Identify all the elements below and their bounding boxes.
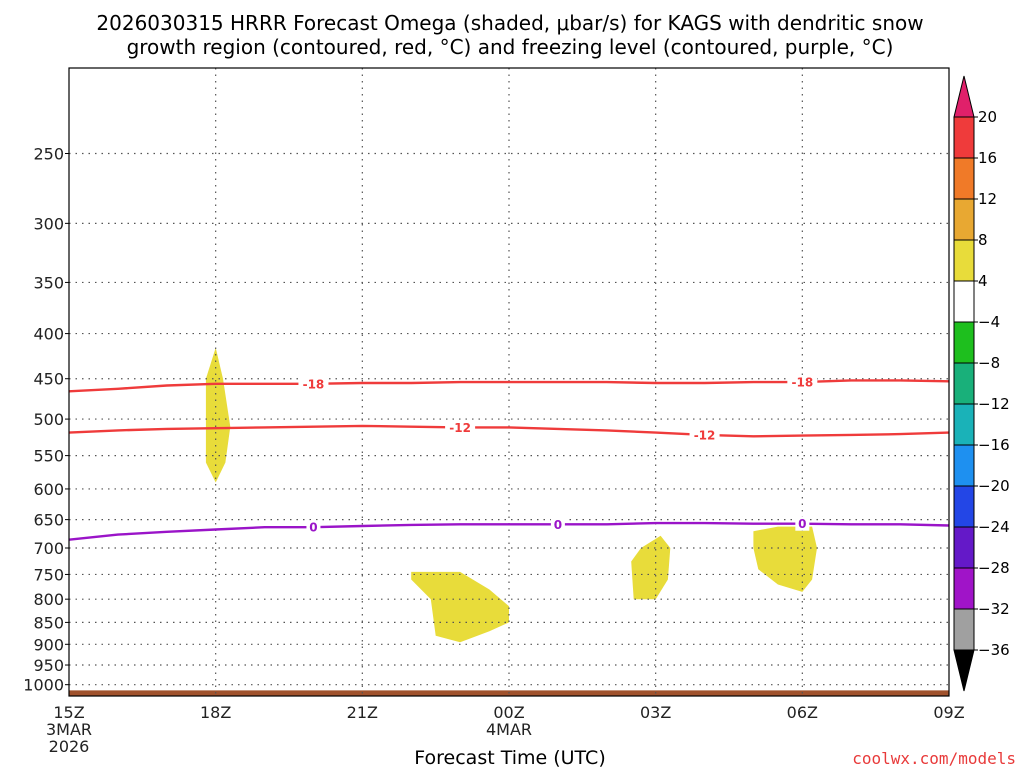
colorbar-tick-label-12: −32	[978, 600, 1010, 618]
contour-label--18: -18	[303, 377, 325, 391]
y-tick-label-850: 850	[33, 613, 64, 632]
colorbar-segment--24--20	[953, 485, 975, 528]
colorbar-segment-8-12	[953, 198, 975, 241]
chart-title-line-1: 2026030315 HRRR Forecast Omega (shaded, …	[96, 11, 923, 35]
contour-label-0: 0	[798, 517, 806, 531]
contour-label--12: -12	[694, 428, 716, 442]
credit-text: coolwx.com/models	[852, 749, 1016, 768]
omega-shaded-region-1	[205, 347, 231, 483]
contour-label-bg-0	[306, 520, 321, 535]
colorbar-tick-label-9: −20	[978, 477, 1010, 495]
colorbar-top-arrow	[953, 75, 975, 118]
x-axis-label: Forecast Time (UTC)	[414, 747, 605, 768]
colorbar-segment-16-20	[953, 116, 975, 159]
y-tick-label-1000: 1000	[23, 676, 64, 695]
colorbar-tick-label-11: −28	[978, 559, 1010, 577]
contour-label-bg--12	[445, 420, 476, 435]
contour-label-bg-0	[795, 516, 810, 531]
colorbar-segment--20--16	[953, 444, 975, 487]
colorbar-segment-12-16	[953, 157, 975, 200]
contour-line--12	[68, 424, 950, 438]
colorbar-tick-label-0: 20	[978, 108, 997, 126]
contour-label--18: -18	[791, 376, 813, 390]
colorbar-tick-label-2: 12	[978, 190, 997, 208]
colorbar-segment--8--4	[953, 321, 975, 364]
y-tick-label-950: 950	[33, 656, 64, 675]
x-tick-label-06Z: 06Z	[787, 703, 818, 722]
contour-label-bg-0	[550, 517, 565, 532]
y-tick-label-600: 600	[33, 480, 64, 499]
contour-label-0: 0	[309, 521, 317, 535]
chart-title-line-2: growth region (contoured, red, °C) and f…	[127, 35, 894, 59]
colorbar-tick-label-10: −24	[978, 518, 1010, 536]
colorbar-segment--16--12	[953, 403, 975, 446]
plot-frame	[68, 67, 950, 697]
y-tick-label-250: 250	[33, 144, 64, 163]
y-tick-label-800: 800	[33, 590, 64, 609]
colorbar-segment--4-4	[953, 280, 975, 323]
x-tick-label-21Z: 21Z	[347, 703, 378, 722]
colorbar-segment-4-8	[953, 239, 975, 282]
colorbar-tick-label-1: 16	[978, 149, 997, 167]
contour-label-0: 0	[554, 518, 562, 532]
contour-label-bg--18	[787, 375, 818, 390]
y-tick-label-700: 700	[33, 539, 64, 558]
contour-label--12: -12	[449, 421, 471, 435]
colorbar-tick-label-5: −4	[978, 313, 1000, 331]
colorbar: 20 16 12 8 4 −4 −8 −12 −16 −20 −24 −28 −32 −36	[953, 75, 1010, 692]
x-tick-label-3MAR: 3MAR	[46, 720, 92, 739]
y-tick-label-650: 650	[33, 511, 64, 530]
omega-shaded-region-4	[753, 526, 817, 592]
x-tick-label-4MAR: 4MAR	[486, 720, 532, 739]
colorbar-tick-label-6: −8	[978, 354, 1000, 372]
colorbar-tick-label-3: 8	[978, 231, 988, 249]
omega-shaded-region-3	[631, 535, 671, 600]
colorbar-tick-label-8: −16	[978, 436, 1010, 454]
colorbar-segment--32--28	[953, 567, 975, 610]
y-tick-label-450: 450	[33, 370, 64, 389]
colorbar-segment--36--32	[953, 608, 975, 651]
colorbar-tick-label-13: −36	[978, 641, 1010, 659]
colorbar-segment--28--24	[953, 526, 975, 569]
y-tick-label-550: 550	[33, 447, 64, 466]
x-tick-label-00Z: 00Z	[493, 703, 524, 722]
y-tick-label-350: 350	[33, 273, 64, 292]
y-tick-label-300: 300	[33, 214, 64, 233]
x-tick-label-18Z: 18Z	[200, 703, 231, 722]
colorbar-tick-label-4: 4	[978, 272, 988, 290]
contour-label-bg--18	[298, 376, 329, 391]
y-tick-label-400: 400	[33, 325, 64, 344]
colorbar-segment--12--8	[953, 362, 975, 405]
x-tick-label-09Z: 09Z	[933, 703, 964, 722]
colorbar-bottom-arrow	[953, 649, 975, 692]
x-tick-label-03Z: 03Z	[640, 703, 671, 722]
y-tick-label-500: 500	[33, 410, 64, 429]
omega-shaded-region-2	[411, 571, 509, 643]
y-tick-label-750: 750	[33, 565, 64, 584]
plot-area: -18 -18 -12 -12 0 0 0 250 300 350 400 450 500 550 600 6…	[23, 67, 965, 756]
contour-label-bg--12	[689, 427, 720, 442]
x-tick-label-15Z: 15Z	[53, 703, 84, 722]
x-tick-label-2026: 2026	[49, 737, 90, 756]
y-tick-label-900: 900	[33, 635, 64, 654]
colorbar-tick-label-7: −12	[978, 395, 1010, 413]
